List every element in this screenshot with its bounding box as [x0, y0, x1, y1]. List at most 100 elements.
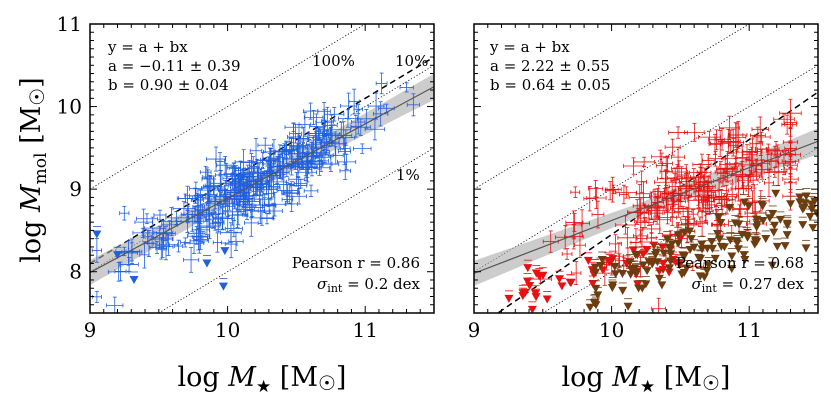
right-upper-limit-marker — [757, 200, 767, 209]
left-fit-equation: y = a + bx — [107, 38, 188, 56]
right-point — [668, 126, 688, 139]
left-point — [325, 114, 338, 137]
right-point — [561, 248, 573, 260]
left-point — [202, 202, 216, 227]
right-upper-limit-marker — [617, 269, 627, 278]
right-upper-limit-marker — [714, 213, 724, 222]
right-upper-limit-marker — [798, 221, 808, 230]
right-upper-limit-marker — [626, 265, 636, 274]
right-point — [655, 152, 668, 179]
right-point — [751, 165, 762, 181]
right-upper-limit-marker — [591, 268, 601, 277]
right-upper-limit-marker — [707, 237, 717, 246]
right-point — [730, 176, 747, 202]
right-upper-limit-marker — [740, 255, 750, 264]
right-point — [735, 145, 750, 170]
right-upper-limit-marker — [737, 230, 747, 239]
left-point — [224, 166, 245, 182]
right-upper-limit-marker — [585, 303, 595, 312]
left-point — [317, 102, 331, 121]
left-point — [348, 88, 360, 115]
left-point — [91, 238, 102, 263]
right-upper-limit-marker — [654, 267, 664, 276]
right-upper-limit-marker — [734, 220, 744, 229]
right-point — [614, 253, 625, 268]
right-point — [783, 116, 798, 129]
right-upper-limit-marker — [695, 272, 705, 281]
left-x-tick-label: 10 — [215, 318, 240, 342]
left-point — [261, 197, 277, 215]
right-point — [632, 198, 649, 214]
right-point — [671, 146, 686, 168]
left-point — [173, 239, 184, 253]
right-point — [710, 130, 731, 158]
right-point — [570, 186, 581, 198]
right-sigma: σint = 0.27 dex — [692, 275, 805, 295]
left-point — [303, 184, 319, 197]
left-point — [134, 208, 153, 236]
left-point — [225, 173, 245, 190]
right-upper-limit-marker — [589, 299, 599, 308]
left-fit-line — [90, 86, 434, 274]
right-upper-limit-marker — [807, 205, 817, 214]
right-upper-limit-marker — [727, 252, 737, 261]
left-point — [353, 143, 372, 154]
right-upper-limit-marker — [805, 213, 815, 222]
left-point — [187, 226, 206, 241]
right-pearson: Pearson r = 0.68 — [676, 254, 804, 272]
left-point — [238, 192, 261, 211]
left-point — [184, 187, 207, 204]
right-upper-limit-marker — [782, 231, 792, 240]
left-point — [203, 178, 225, 196]
left-line-label-1: 1% — [396, 166, 420, 184]
right-upper-limit-marker — [708, 244, 718, 253]
left-point — [297, 126, 309, 153]
right-point — [719, 151, 736, 179]
x-axis-label-left: log M★ [M☉] — [178, 362, 347, 397]
right-point — [651, 297, 667, 313]
right-upper-limit-marker — [714, 235, 724, 244]
right-upper-limit-marker — [583, 256, 593, 265]
right-point — [659, 157, 673, 186]
right-point — [731, 204, 748, 215]
left-y-tick-label: 9 — [69, 177, 82, 201]
right-point — [687, 184, 710, 209]
right-point — [583, 185, 597, 212]
right-point — [782, 128, 799, 156]
left-point — [202, 167, 212, 187]
right-point — [609, 234, 622, 254]
right-upper-limit-marker — [504, 294, 514, 303]
right-x-tick-label: 9 — [468, 318, 481, 342]
right-upper-limit-marker — [780, 242, 790, 251]
right-upper-limit-marker — [769, 228, 779, 237]
right-upper-limit-marker — [531, 269, 541, 278]
right-upper-limit-marker — [631, 251, 641, 260]
left-point — [351, 109, 366, 135]
right-upper-limit-marker — [628, 246, 638, 255]
right-point — [715, 128, 729, 151]
right-point — [565, 213, 584, 232]
right-upper-limit-marker — [768, 209, 778, 218]
right-upper-limit-marker — [520, 288, 530, 297]
left-point — [119, 205, 130, 221]
left-point — [206, 146, 227, 172]
right-upper-limit-marker — [657, 281, 667, 290]
right-upper-limit-marker — [807, 200, 817, 209]
right-point — [673, 205, 693, 218]
right-point — [606, 176, 619, 203]
right-fit-line — [474, 140, 818, 274]
left-point — [119, 257, 139, 272]
right-upper-limit-marker — [739, 251, 749, 260]
right-upper-limit-marker — [772, 242, 782, 251]
left-point — [299, 162, 312, 177]
right-upper-limit-marker — [522, 277, 532, 286]
right-upper-limit-marker — [607, 283, 617, 292]
left-point — [107, 262, 130, 282]
right-upper-limit-marker — [652, 258, 662, 267]
right-upper-limit-marker — [767, 261, 777, 270]
right-upper-limit-marker — [761, 234, 771, 243]
right-upper-limit-marker — [801, 192, 811, 201]
left-y-tick-label: 11 — [57, 12, 82, 36]
left-point — [139, 241, 150, 269]
right-upper-limit-marker — [752, 223, 762, 232]
